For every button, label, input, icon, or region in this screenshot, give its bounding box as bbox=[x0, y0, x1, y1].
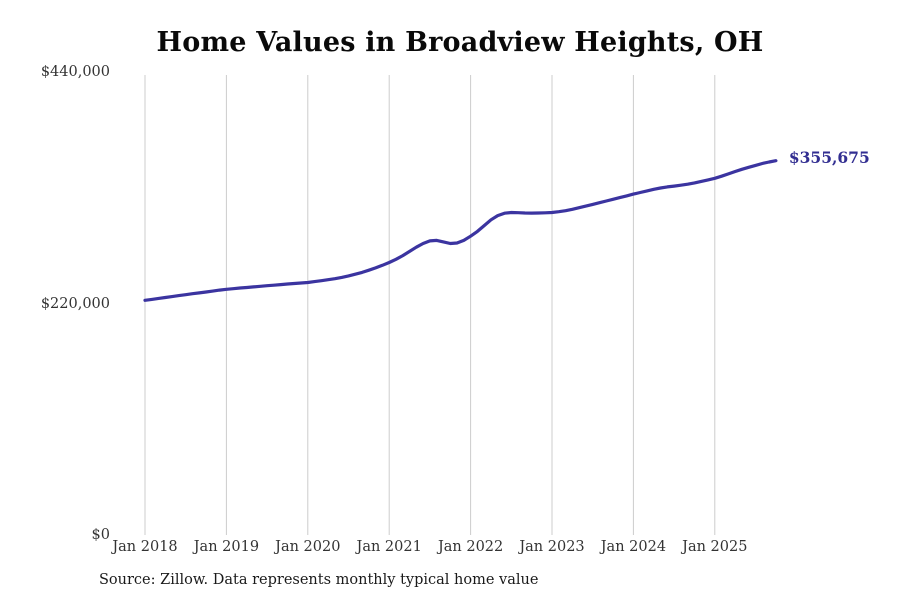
x-tick-label: Jan 2019 bbox=[193, 539, 260, 555]
x-tick-label: Jan 2024 bbox=[600, 539, 667, 555]
home-value-line bbox=[143, 159, 778, 302]
source-note: Source: Zillow. Data represents monthly … bbox=[99, 572, 539, 588]
y-tick-label: $0 bbox=[91, 527, 110, 543]
x-axis-tick-labels: Jan 2018 Jan 2019 Jan 2020 Jan 2021 Jan 2022… bbox=[0, 537, 900, 561]
x-tick-label: Jan 2023 bbox=[519, 539, 585, 555]
y-tick-label: $440,000 bbox=[40, 64, 110, 80]
x-tick-label: Jan 2022 bbox=[437, 539, 504, 555]
y-axis-tick-labels: $0 $220,000 $440,000 bbox=[0, 0, 110, 560]
chart-title: Home Values in Broadview Heights, OH bbox=[156, 27, 764, 58]
x-tick-label: Jan 2018 bbox=[112, 539, 178, 555]
x-tick-label: Jan 2025 bbox=[682, 539, 748, 555]
x-tick-label: Jan 2020 bbox=[275, 539, 341, 555]
y-tick-label: $220,000 bbox=[40, 295, 110, 312]
x-tick-label: Jan 2021 bbox=[356, 539, 422, 555]
final-value-label: $355,675 bbox=[788, 147, 870, 167]
